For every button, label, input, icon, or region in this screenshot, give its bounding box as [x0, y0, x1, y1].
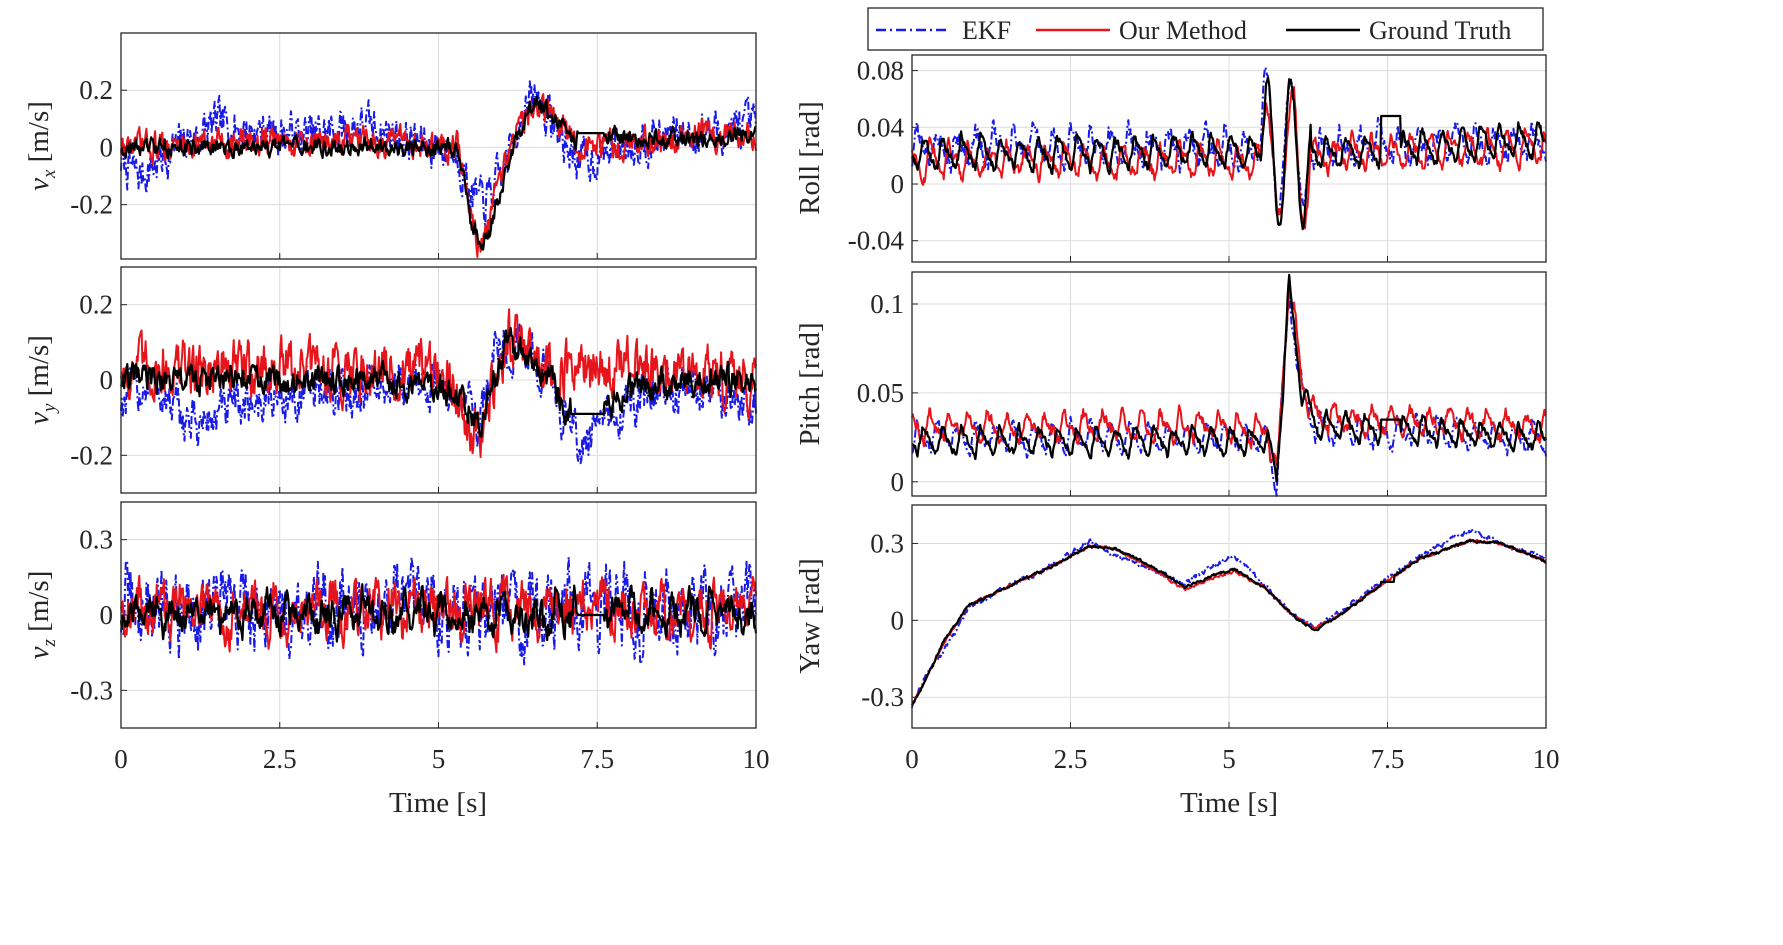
ytick-label: 0.2 [79, 75, 113, 105]
series-line-gt [119, 95, 757, 251]
ytick-label: 0 [100, 132, 114, 162]
panel-vy: -0.2 0 0.2 vy [m/s] [23, 266, 758, 494]
axes-box-vz [120, 501, 757, 729]
xlabel-right: Time [s] [1180, 787, 1278, 819]
xtick-label: 10 [743, 744, 770, 774]
axes-box-vx [120, 32, 757, 260]
ylabel-pitch: Pitch [rad] [794, 322, 826, 445]
ytick-label: 0 [891, 169, 905, 199]
xtick-label: 2.5 [1054, 744, 1088, 774]
xtick-label: 10 [1533, 744, 1560, 774]
panel-yaw: -0.3 0 0.3 0 2.5 5 7.5 10 Yaw [rad] Time [s] [794, 504, 1560, 819]
ytick-label: 0.05 [857, 378, 904, 408]
ytick-label: 0 [891, 605, 905, 635]
xtick-label: 0 [905, 744, 919, 774]
xtick-label: 2.5 [263, 744, 297, 774]
xtick-label: 7.5 [1371, 744, 1405, 774]
panel-vx: -0.2 0 0.2 vx [m/s] [23, 32, 757, 260]
series-line-our [911, 86, 1547, 230]
panel-roll: -0.04 0 0.04 0.08 Roll [rad] [794, 54, 1547, 263]
xtick-label: 0 [114, 744, 128, 774]
ylabel-yaw: Yaw [rad] [794, 558, 826, 673]
axes-box-roll [911, 54, 1547, 263]
xtick-label: 5 [432, 744, 446, 774]
ytick-label: -0.3 [861, 682, 904, 712]
legend: EKF Our Method Ground Truth [867, 7, 1544, 51]
ytick-label: -0.2 [70, 440, 113, 470]
series-line-gt [911, 273, 1548, 483]
xtick-label: 7.5 [580, 744, 614, 774]
ytick-label: -0.04 [848, 226, 905, 256]
ylabel-roll: Roll [rad] [794, 101, 826, 215]
ytick-label: 0.2 [79, 290, 113, 320]
panel-vz: -0.3 0 0.3 0 2.5 5 7.5 10 vz [m/s] Time [s] [23, 501, 770, 819]
ytick-label: -0.2 [70, 190, 113, 220]
ytick-label: 0.04 [857, 112, 905, 142]
series-line-gt [119, 583, 758, 643]
legend-box [867, 7, 1544, 51]
series-line-gt [911, 538, 1547, 706]
xtick-label: 5 [1222, 744, 1236, 774]
ytick-label: 0 [891, 467, 905, 497]
legend-label-our-method: Our Method [1119, 16, 1247, 45]
panel-pitch: 0 0.05 0.1 Pitch [rad] [794, 271, 1548, 497]
ylabel-vz: vz [m/s] [23, 571, 60, 660]
ytick-label: 0.1 [870, 289, 904, 319]
legend-label-ekf: EKF [962, 16, 1011, 45]
series-line-gt [910, 76, 1547, 231]
ytick-label: 0.08 [857, 56, 904, 86]
ytick-label: -0.3 [70, 675, 113, 705]
ytick-label: 0 [100, 600, 114, 630]
series-line-our [120, 93, 757, 258]
series-line-ekf [120, 323, 757, 465]
ytick-label: 0.3 [79, 525, 113, 555]
series-line-gt [120, 326, 758, 438]
axes-box-yaw [911, 504, 1547, 729]
ytick-label: 0 [100, 365, 114, 395]
axes-box-pitch [911, 271, 1547, 497]
legend-label-ground-truth: Ground Truth [1369, 16, 1511, 45]
axes-box-vy [120, 266, 757, 494]
xlabel-left: Time [s] [389, 787, 487, 819]
ylabel-vy: vy [m/s] [23, 335, 60, 425]
ytick-label: 0.3 [870, 528, 904, 558]
figure: -0.2 0 0.2 vx [m/s] -0.2 0 0.2 vy [m/s] -0.3… [23, 7, 1560, 819]
ylabel-vx: vx [m/s] [23, 101, 60, 191]
